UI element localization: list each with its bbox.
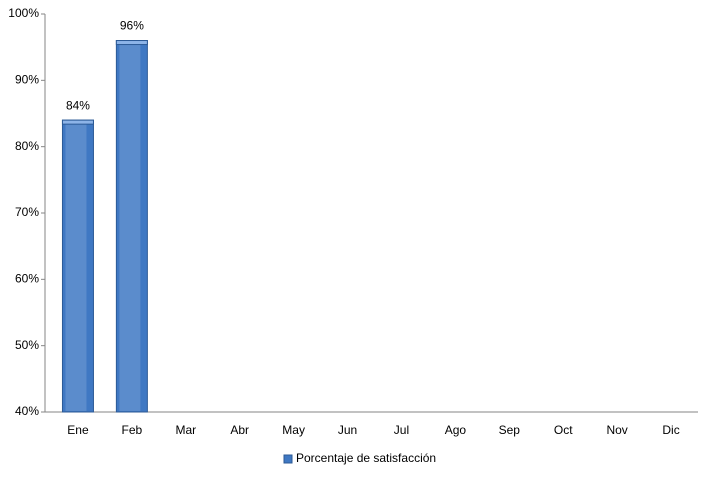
y-tick-label: 80%	[15, 139, 39, 153]
data-label: 84%	[66, 98, 90, 112]
y-tick-label: 50%	[15, 338, 39, 352]
legend-swatch	[283, 454, 293, 464]
data-label: 96%	[120, 19, 144, 33]
x-tick-label: Mar	[175, 423, 196, 437]
x-tick-label: Ago	[445, 423, 467, 437]
x-tick-label: Feb	[122, 423, 143, 437]
x-tick-label: Dic	[662, 423, 679, 437]
x-tick-label: Abr	[230, 423, 249, 437]
x-tick-label: Oct	[554, 423, 573, 437]
x-tick-label: Jul	[394, 423, 409, 437]
x-tick-label: Sep	[499, 423, 521, 437]
bar-cap	[115, 40, 148, 46]
y-tick-label: 100%	[8, 6, 39, 20]
bar-highlight	[65, 121, 87, 411]
x-tick-label: Nov	[606, 423, 627, 437]
y-tick-label: 60%	[15, 272, 39, 286]
x-tick-label: May	[282, 423, 305, 437]
y-tick-label: 90%	[15, 73, 39, 87]
bar	[115, 40, 148, 413]
x-tick-label: Jun	[338, 423, 357, 437]
y-tick-label: 70%	[15, 205, 39, 219]
bar-cap	[61, 119, 94, 125]
bar	[61, 119, 94, 413]
x-tick-label: Ene	[67, 423, 89, 437]
bar-highlight	[119, 41, 141, 412]
legend-label: Porcentaje de satisfacción	[296, 451, 436, 465]
y-tick-label: 40%	[15, 404, 39, 418]
